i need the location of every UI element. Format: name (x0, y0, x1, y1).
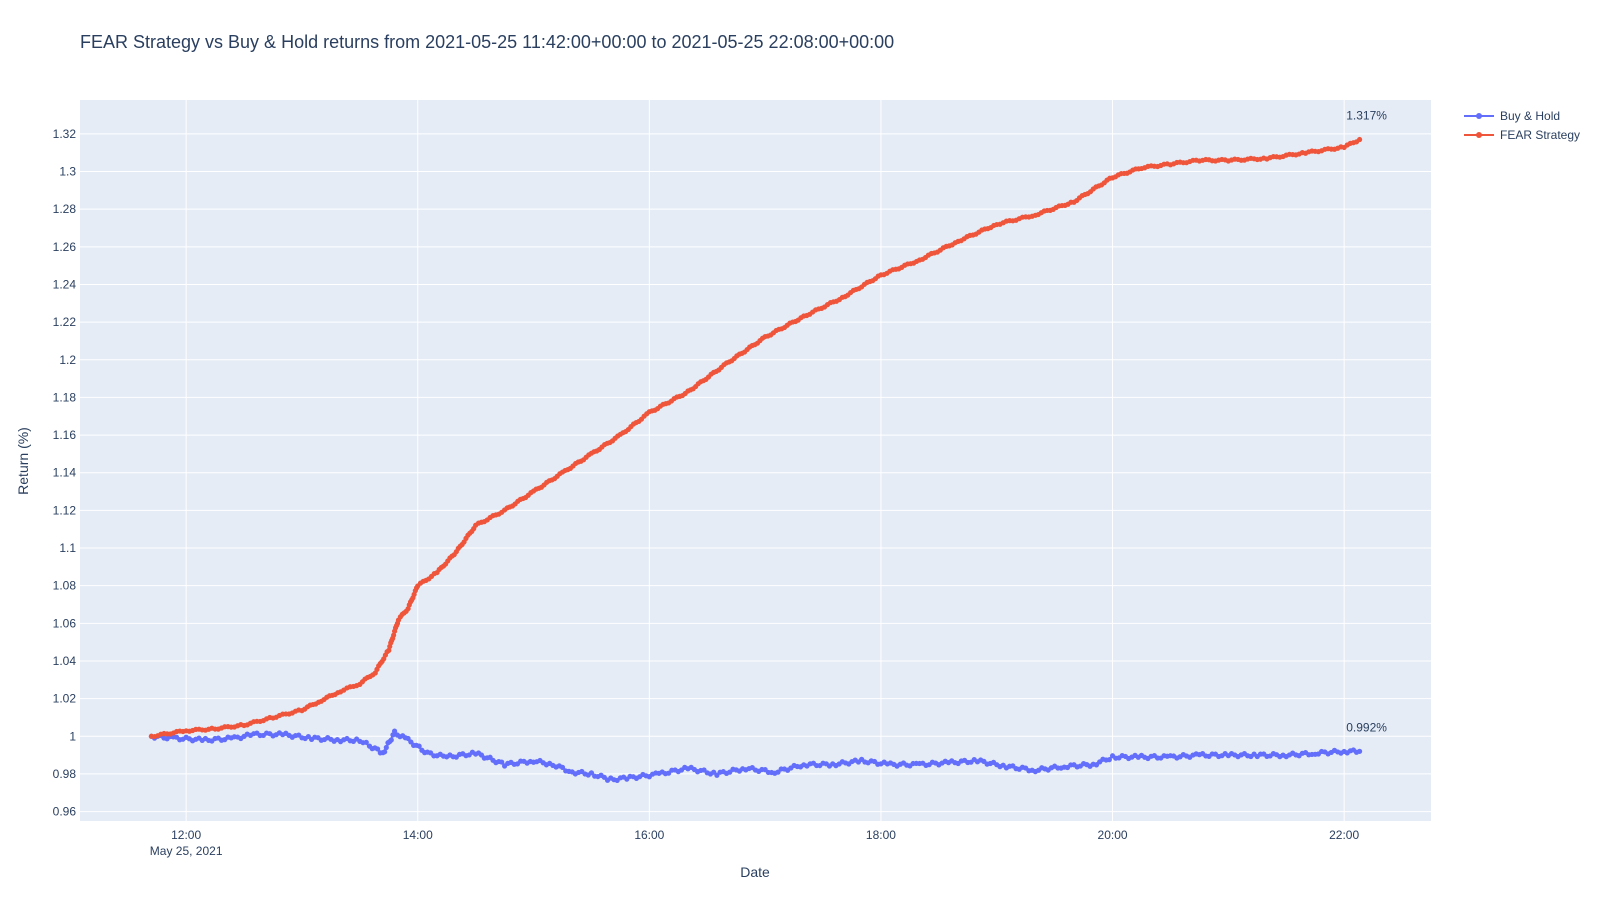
x-axis-title: Date (740, 864, 770, 880)
y-tick-label: 1.3 (59, 165, 76, 179)
y-tick-label: 1.02 (53, 692, 77, 706)
legend-label: Buy & Hold (1500, 109, 1560, 123)
data-point (1106, 757, 1112, 763)
data-point (559, 764, 566, 770)
y-tick-label: 0.98 (53, 767, 77, 781)
y-tick-label: 1.26 (53, 240, 77, 254)
chart-title: FEAR Strategy vs Buy & Hold returns from… (80, 32, 895, 52)
y-tick-label: 1.2 (59, 353, 76, 367)
series-buy-hold (148, 728, 1363, 784)
legend-item-fear-strategy[interactable]: FEAR Strategy (1464, 128, 1580, 142)
data-point (408, 739, 414, 745)
data-point (363, 739, 369, 745)
data-point (775, 769, 781, 775)
y-tick-label: 1.04 (53, 654, 77, 668)
series-layer (148, 136, 1363, 784)
x-tick-label: 14:00 (403, 828, 433, 842)
x-tick-label: 12:00 (171, 828, 201, 842)
y-tick-label: 1.16 (53, 428, 77, 442)
y-tick-label: 1.32 (53, 127, 77, 141)
legend-marker (1476, 132, 1482, 138)
y-tick-label: 1.08 (53, 579, 77, 593)
y-tick-label: 0.96 (53, 805, 77, 819)
x-tick-label: 22:00 (1329, 828, 1359, 842)
data-point (388, 737, 394, 743)
y-axis-title: Return (%) (15, 427, 31, 495)
data-point (416, 743, 422, 749)
data-point (382, 749, 388, 755)
data-point (386, 647, 392, 653)
x-axis-ticks: 12:00 May 25, 2021 14:00 16:00 18:00 20:00 22:… (150, 828, 1360, 858)
y-tick-label: 1.18 (53, 390, 77, 404)
x-tick-sublabel: May 25, 2021 (150, 844, 223, 858)
data-point (1356, 748, 1363, 754)
y-axis-ticks: 0.96 0.98 1 1.02 1.04 1.06 1.08 1.1 1.12 1.14 1.16… (53, 127, 77, 819)
data-point (1356, 136, 1363, 143)
data-point (383, 744, 389, 751)
end-value-annotation: 0.992% (1346, 720, 1387, 734)
end-value-annotation: 1.317% (1346, 109, 1387, 123)
y-tick-label: 1.14 (53, 466, 77, 480)
y-tick-label: 1.1 (59, 541, 76, 555)
x-tick-label: 16:00 (634, 828, 664, 842)
y-tick-label: 1.28 (53, 202, 77, 216)
legend[interactable]: Buy & Hold FEAR Strategy (1464, 109, 1580, 142)
data-point (391, 632, 397, 638)
data-point (499, 759, 505, 765)
y-tick-label: 1.24 (53, 277, 77, 291)
legend-item-buy-hold[interactable]: Buy & Hold (1464, 109, 1560, 123)
plot-background (80, 100, 1431, 821)
y-tick-label: 1.06 (53, 616, 77, 630)
annotations: 1.317% 0.992% (1346, 109, 1387, 735)
legend-label: FEAR Strategy (1500, 128, 1580, 142)
data-point (391, 728, 398, 734)
data-point (588, 770, 595, 776)
data-point (375, 746, 381, 752)
y-tick-label: 1.22 (53, 315, 77, 329)
y-tick-label: 1 (69, 729, 76, 743)
grid (80, 100, 1431, 821)
legend-marker (1476, 113, 1482, 119)
x-tick-label: 18:00 (866, 828, 896, 842)
series-fear-strategy (148, 136, 1363, 740)
x-tick-label: 20:00 (1098, 828, 1128, 842)
y-tick-label: 1.12 (53, 503, 77, 517)
